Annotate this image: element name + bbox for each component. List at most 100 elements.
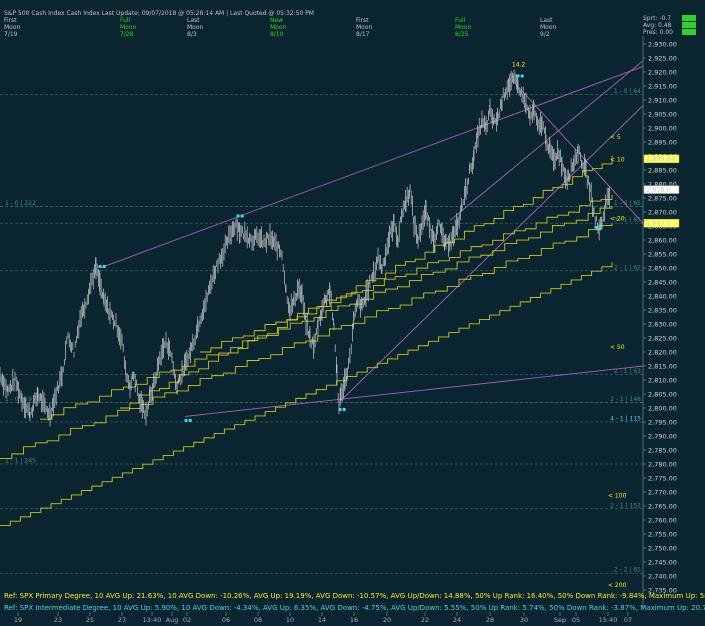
y-tick-label: 2,850.00 [648, 264, 677, 272]
moon-phase-mid: Moon [187, 24, 204, 31]
level-label: 1 - 0 | 65 [614, 200, 641, 207]
y-tick-label: 2,775.00 [648, 474, 677, 482]
moon-phase-mid: Moon [4, 24, 21, 31]
moon-phase-mid: Moon [455, 24, 472, 31]
price-callout-label: 2,867.2 [646, 220, 671, 228]
x-tick-label: Sep [554, 616, 566, 624]
moon-phase-date: 8/17 [356, 31, 370, 38]
x-tick-label: 07 [624, 616, 632, 624]
moving-average-line [120, 155, 613, 409]
moon-phase-top: Full [455, 17, 466, 24]
x-tick-label: 15:40 [599, 616, 618, 624]
y-tick-label: 2,750.00 [648, 544, 677, 552]
y-tick-label: 2,765.00 [648, 502, 677, 510]
y-tick-label: 2,740.00 [648, 572, 677, 580]
moon-phase-top: Last [187, 17, 200, 24]
price-callout-label: 2,889.84 [646, 155, 675, 163]
y-tick-label: 2,785.00 [648, 446, 677, 454]
chart-annotation: < 10 [610, 157, 625, 164]
moon-phase-row: FirstMoon7/19FullMoon7/28LastMoon8/3NewM… [4, 17, 557, 38]
y-tick-label: 2,860.00 [648, 236, 677, 244]
pivot-marker: ▪▪ [236, 213, 244, 220]
header-right-label: Avg: 0.48 [643, 22, 672, 29]
chart-annotation: < 200 [608, 582, 627, 589]
level-label: 2 - 1 | 62 [614, 264, 641, 271]
chart-annotation: < 50 [610, 344, 625, 351]
x-tick-label: 10 [286, 616, 294, 624]
moon-phase-mid: Moon [270, 24, 287, 31]
price-callout-box [643, 218, 680, 228]
moon-phase-top: Last [540, 17, 553, 24]
moon-phase-date: 8/25 [455, 31, 469, 38]
y-tick-label: 2,900.00 [648, 124, 677, 132]
header-right-label: Sprt: -0.7 [643, 15, 671, 22]
x-tick-label: Aug [166, 616, 179, 624]
y-tick-label: 2,885.00 [648, 166, 677, 174]
level-label: 4 - 1 | 115 [610, 416, 641, 423]
x-tick-label: 05 [572, 616, 580, 624]
y-tick-label: 2,840.00 [648, 292, 677, 300]
moon-phase-top: First [4, 17, 17, 24]
moon-phase-top: New [270, 17, 283, 24]
level-label: 1 - 0 | 197 [5, 396, 36, 403]
moon-phase-date: 7/19 [4, 31, 18, 38]
y-axis-ticks: 2,930.00 2,925.00 2,920.00 2,915.00 2,910.00… [643, 40, 677, 594]
y-tick-label: 2,795.00 [648, 418, 677, 426]
level-label: 2 - 1 | 152 [610, 502, 641, 509]
chart-annotation: 14.2 [512, 61, 526, 68]
x-tick-label: 19 [14, 616, 22, 624]
y-tick-label: 2,825.00 [648, 334, 677, 342]
level-label: 2 - 1 | 148 [610, 396, 641, 403]
moon-phase-date: 8/10 [270, 31, 284, 38]
x-tick-label: 27 [118, 616, 126, 624]
x-tick-label: 23 [54, 616, 62, 624]
price-callout-boxes: 2,889.84 2,878.0 2,867.2 [643, 154, 680, 228]
y-tick-label: 2,875.00 [648, 194, 677, 202]
pivot-marker: ▪▪ [516, 73, 524, 80]
x-tick-label: 28 [486, 616, 494, 624]
y-tick-label: 2,800.00 [648, 404, 677, 412]
y-tick-label: 2,830.00 [648, 320, 677, 328]
info-line-primary: Ref: SPX Primary Degree, 10 AVG Up: 21.6… [4, 592, 705, 600]
y-tick-label: 2,895.00 [648, 138, 677, 146]
moon-phase-top: Full [120, 17, 131, 24]
status-swatch [682, 29, 696, 35]
moon-phase-mid: Moon [120, 24, 137, 31]
status-swatch [682, 15, 696, 21]
pivot-marker: ▪▪ [338, 406, 346, 413]
y-tick-label: 2,760.00 [648, 516, 677, 524]
x-tick-label: 02 [183, 616, 191, 624]
y-tick-label: 2,820.00 [648, 348, 677, 356]
moving-average-line [200, 195, 613, 353]
level-label: 2 - 2 | 65 [614, 567, 641, 574]
y-tick-label: 2,905.00 [648, 110, 677, 118]
moon-phase-mid: Moon [356, 24, 373, 31]
price-bars [0, 69, 610, 427]
x-tick-label: 25 [86, 616, 94, 624]
level-label: 3 - 1 | 85 [614, 217, 641, 224]
moon-phase-mid: Moon [540, 24, 557, 31]
x-tick-label: 06 [222, 616, 230, 624]
y-tick-label: 2,735.00 [648, 586, 677, 594]
x-tick-label: 08 [254, 616, 262, 624]
y-tick-label: 2,780.00 [648, 460, 677, 468]
header-right-label: Pres: 0.00 [643, 29, 673, 36]
moon-phase-date: 7/28 [120, 31, 134, 38]
info-line-intermediate: Ref: SPX Intermediate Degree, 10 AVG Up:… [4, 604, 705, 612]
chart-annotations: 14.2 < 5 < 10 < 20 < 50 < 100 < 200 ▪▪ ▪▪ ▪▪ ▪▪ ▪▪ ▪… [98, 61, 627, 589]
level-label: 1 - 1 | 245 [5, 458, 36, 465]
status-swatch [682, 22, 696, 28]
moving-average-line [0, 223, 613, 459]
moon-phase-date: 8/3 [187, 31, 197, 38]
y-tick-label: 2,755.00 [648, 530, 677, 538]
x-tick-label: 30 [520, 616, 528, 624]
y-tick-label: 2,845.00 [648, 278, 677, 286]
x-axis-ticks: 19 23 25 27 13:40 Aug 02 06 08 10 14 16 20 22 24 28 30 Se… [14, 612, 632, 624]
level-label: 2 - 1 | 63 [614, 368, 641, 375]
price-callout-box [643, 154, 680, 164]
y-tick-label: 2,770.00 [648, 488, 677, 496]
chart-title: S&P 500 Cash Index Cash Index Last Updat… [4, 10, 314, 17]
level-lines: 1 - 0 | 222 1 - 0 | 197 1 - 1 | 245 1 - 0 |… [0, 88, 643, 574]
